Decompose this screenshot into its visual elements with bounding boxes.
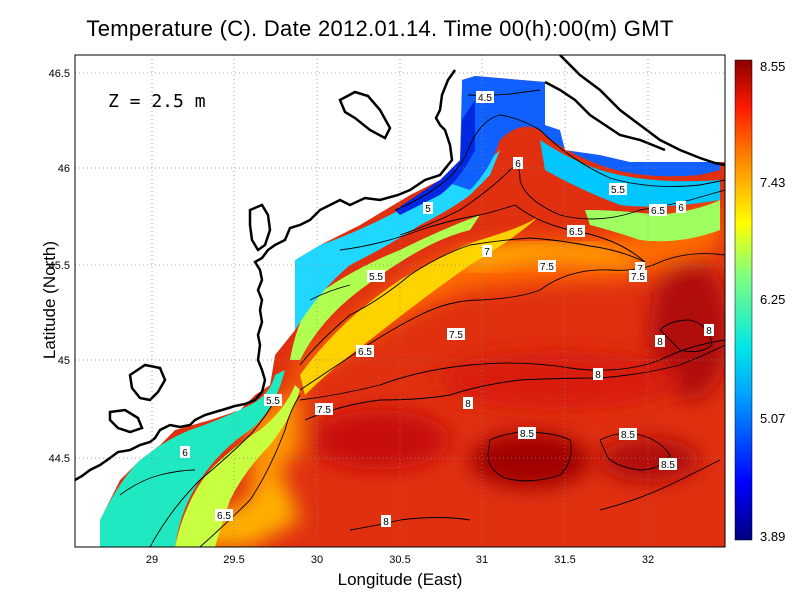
contour-label: 6.5 xyxy=(358,347,372,358)
contour-label: 7 xyxy=(637,264,643,275)
colorbar-tick-label: 8.55 xyxy=(760,59,785,74)
y-tick-label: 46 xyxy=(58,163,70,175)
x-tick-label: 30.5 xyxy=(389,554,410,566)
y-tick-label: 45 xyxy=(58,355,70,367)
colorbar-tick-label: 7.43 xyxy=(760,175,785,190)
contour-label: 8 xyxy=(657,337,663,348)
contour-label: 6 xyxy=(182,448,188,459)
colorbar-tick-label: 3.89 xyxy=(760,529,785,544)
y-tick-label: 45.5 xyxy=(49,260,70,272)
contour-label: 8 xyxy=(465,399,471,410)
x-axis-label: Longitude (East) xyxy=(337,570,463,589)
x-tick-label: 32 xyxy=(642,554,654,566)
colorbar-tick-label: 6.25 xyxy=(760,292,785,307)
y-tick-label: 44.5 xyxy=(49,453,70,465)
x-tick-label: 29 xyxy=(146,554,158,566)
contour-label: 8 xyxy=(595,370,601,381)
x-axis: 29 29.5 30 30.5 31 31.5 32 xyxy=(146,554,654,566)
colorbar-tick-label: 5.07 xyxy=(760,411,785,426)
contour-label: 6 xyxy=(678,203,684,214)
contour-label: 8.5 xyxy=(661,460,675,471)
plot-title: Temperature (C). Date 2012.01.14. Time 0… xyxy=(86,16,674,41)
y-axis: 44.5 45 45.5 46 46.5 xyxy=(49,68,70,465)
colorbar-gradient xyxy=(734,59,753,541)
colorbar: 8.55 7.43 6.25 5.07 3.89 xyxy=(734,59,785,544)
x-tick-label: 31.5 xyxy=(554,554,575,566)
contour-label: 6.5 xyxy=(651,206,665,217)
y-axis-label: Latitude (North) xyxy=(40,240,59,360)
contour-label: 5.5 xyxy=(611,185,625,196)
contour-label: 4.5 xyxy=(478,93,492,104)
contour-label: 8 xyxy=(383,517,389,528)
contour-label: 6 xyxy=(515,159,521,170)
contour-label: 7.5 xyxy=(540,262,554,273)
contour-label: 8.5 xyxy=(520,429,534,440)
contour-label: 5.5 xyxy=(266,396,280,407)
x-tick-label: 29.5 xyxy=(223,554,244,566)
contour-label: 6.5 xyxy=(217,511,231,522)
plot-frame xyxy=(74,54,726,548)
x-tick-label: 31 xyxy=(476,554,488,566)
contour-label: 6.5 xyxy=(569,227,583,238)
contour-label: 7.5 xyxy=(631,272,645,283)
contour-label: 8 xyxy=(706,326,712,337)
contour-label: 7.5 xyxy=(449,330,463,341)
coastline xyxy=(75,55,725,482)
contour-label: 8.5 xyxy=(621,430,635,441)
y-tick-label: 46.5 xyxy=(49,68,70,80)
contour-label: 7.5 xyxy=(317,405,331,416)
depth-label: Z = 2.5 m xyxy=(108,91,206,112)
x-tick-label: 30 xyxy=(311,554,323,566)
contour-label: 5 xyxy=(425,204,431,215)
contour-label-group: 4.5 5 6 5.5 6.5 6 6.5 7 7.5 7 7.5 5.5 7.… xyxy=(180,91,714,528)
contour-label: 7 xyxy=(484,247,490,258)
grid xyxy=(75,55,725,547)
contour-label: 5.5 xyxy=(369,272,383,283)
